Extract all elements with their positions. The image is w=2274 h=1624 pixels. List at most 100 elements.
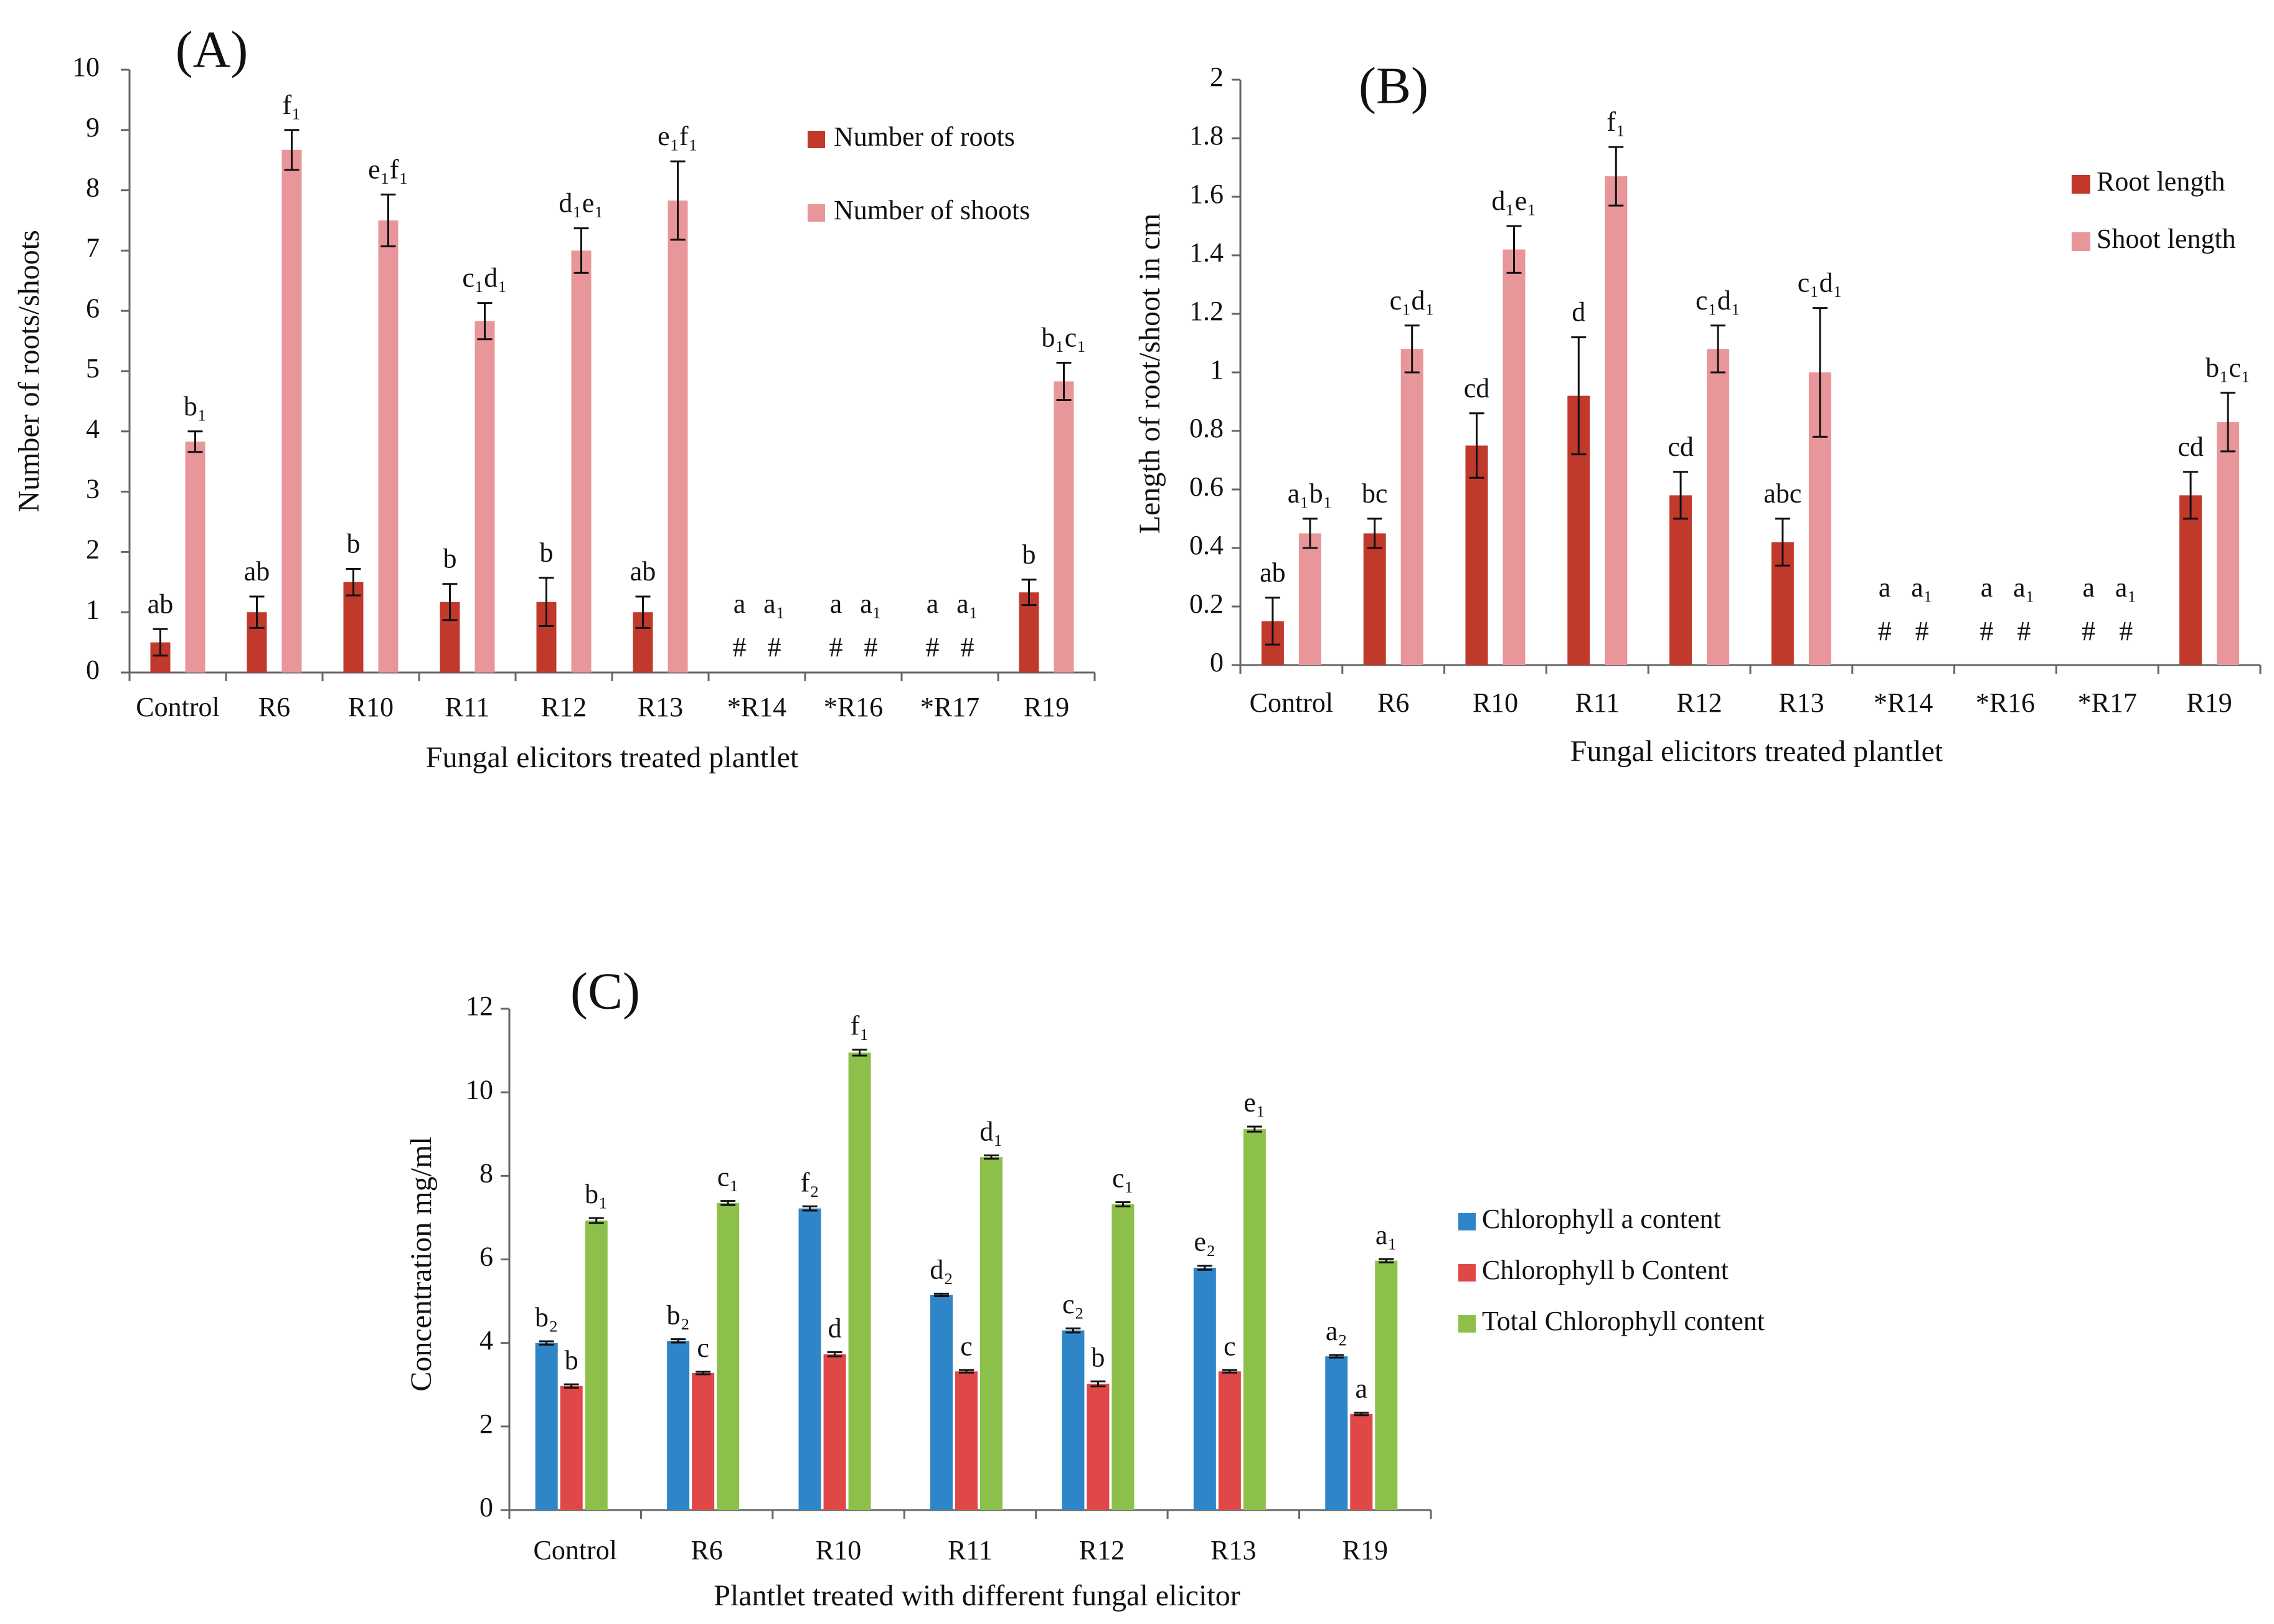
significance-letter: e₁f₁ — [658, 121, 698, 151]
x-tick-label: R11 — [445, 692, 490, 722]
absent-marker: # — [2119, 616, 2133, 646]
x-tick-label: R10 — [348, 692, 394, 722]
legend-label: Number of shoots — [834, 195, 1030, 225]
x-tick-label: R6 — [258, 692, 290, 722]
legend-label: Shoot length — [2097, 224, 2236, 254]
bar — [1465, 445, 1488, 665]
y-tick-label: 1.8 — [1189, 120, 1224, 151]
bar — [1503, 249, 1526, 666]
y-tick-label: 4 — [479, 1325, 493, 1356]
x-axis-title: Fungal elicitors treated plantlet — [426, 741, 799, 774]
bar — [823, 1354, 846, 1510]
bar — [1350, 1414, 1373, 1510]
x-tick-label: Control — [1250, 687, 1333, 718]
significance-letter: abc — [1763, 478, 1801, 509]
x-tick-label: R12 — [1676, 687, 1722, 718]
significance-letter: e₂ — [1194, 1227, 1215, 1257]
legend-swatch — [808, 204, 825, 222]
significance-letter: a₁ — [2013, 572, 2035, 603]
absent-marker: # — [961, 632, 974, 663]
significance-letter: b₁ — [184, 391, 207, 422]
bar — [1054, 381, 1074, 673]
x-tick-label: *R17 — [2078, 687, 2137, 718]
legend-swatch — [1458, 1213, 1476, 1230]
significance-letter: cd — [1464, 373, 1490, 404]
significance-letter: ab — [244, 556, 270, 587]
significance-letter: a — [2083, 572, 2095, 603]
y-tick-label: 1.2 — [1189, 296, 1224, 326]
y-tick-label: 0 — [1210, 647, 1224, 677]
y-tick-label: 0 — [479, 1492, 493, 1522]
y-tick-label: 0.2 — [1189, 588, 1224, 619]
x-tick-label: R11 — [948, 1535, 993, 1565]
bar — [1707, 349, 1730, 665]
absent-marker: # — [1915, 616, 1929, 646]
significance-letter: a₁ — [956, 588, 978, 619]
bar — [560, 1386, 583, 1510]
bar — [343, 582, 364, 673]
panel-label: (B) — [1359, 57, 1428, 115]
bar — [1605, 176, 1628, 666]
bar — [378, 220, 399, 673]
absent-marker: # — [2082, 616, 2095, 646]
x-tick-label: *R14 — [727, 692, 786, 722]
y-tick-label: 0 — [86, 654, 100, 685]
y-tick-label: 1 — [86, 594, 100, 625]
significance-letter: c₁ — [1112, 1163, 1134, 1194]
significance-letter: a — [927, 588, 939, 619]
significance-letter: c₁d₁ — [462, 263, 507, 293]
significance-letter: b — [443, 544, 457, 574]
bar — [1193, 1267, 1216, 1510]
absent-marker: # — [1980, 616, 1994, 646]
bar — [955, 1371, 978, 1510]
significance-letter: ab — [630, 556, 656, 587]
y-tick-label: 1 — [1210, 354, 1224, 385]
x-axis-title: Fungal elicitors treated plantlet — [1570, 735, 1943, 768]
bar — [1111, 1204, 1135, 1510]
bar — [2179, 495, 2202, 665]
significance-letter: a₁ — [2115, 572, 2137, 603]
chart-panel-b: (B) 0 0.2 0.4 0.6 0.8 1 1.2 1.4 1.6 1.8 2 Control R6 R… — [1133, 57, 2262, 768]
panel-label: (A) — [176, 21, 248, 78]
y-tick-label: 2 — [86, 534, 100, 564]
significance-letter: b — [565, 1345, 578, 1376]
significance-letter: c — [697, 1333, 709, 1363]
significance-letter: d — [828, 1313, 842, 1343]
significance-letter: a₁ — [1375, 1220, 1397, 1250]
significance-letter: c — [1224, 1331, 1236, 1361]
bar — [1218, 1371, 1241, 1510]
significance-letter: c — [960, 1331, 973, 1361]
bar — [798, 1208, 821, 1510]
y-tick-label: 3 — [86, 474, 100, 504]
significance-letter: a — [1981, 572, 1993, 603]
significance-letter: cd — [2177, 432, 2204, 462]
significance-letter: ab — [148, 588, 174, 619]
bar — [535, 1343, 558, 1510]
bar — [474, 321, 495, 673]
significance-letter: a₁ — [860, 588, 882, 619]
significance-letter: a — [734, 588, 746, 619]
bar — [692, 1372, 715, 1510]
absent-marker: # — [2017, 616, 2031, 646]
bar — [571, 250, 592, 673]
legend-label: Chlorophyll b Content — [1482, 1255, 1729, 1285]
significance-letter: a₂ — [1326, 1316, 1347, 1346]
x-axis-title: Plantlet treated with different fungal e… — [714, 1579, 1240, 1612]
significance-letter: d₁ — [979, 1116, 1003, 1146]
x-tick-label: R19 — [2186, 687, 2232, 718]
panel-label: (C) — [570, 962, 640, 1020]
significance-letter: ab — [1260, 557, 1286, 588]
x-tick-label: R13 — [1210, 1535, 1256, 1565]
significance-letter: f₁ — [1606, 106, 1625, 137]
y-tick-label: 0.6 — [1189, 471, 1224, 502]
x-tick-label: R6 — [691, 1535, 722, 1565]
bar — [1087, 1384, 1110, 1510]
bar — [1375, 1260, 1398, 1510]
absent-marker: # — [733, 632, 747, 663]
bar — [2217, 422, 2240, 665]
significance-letter: c₁ — [717, 1162, 739, 1192]
y-tick-label: 12 — [466, 991, 493, 1021]
bar — [848, 1052, 871, 1510]
x-tick-label: R10 — [816, 1535, 861, 1565]
x-tick-label: *R17 — [920, 692, 979, 722]
